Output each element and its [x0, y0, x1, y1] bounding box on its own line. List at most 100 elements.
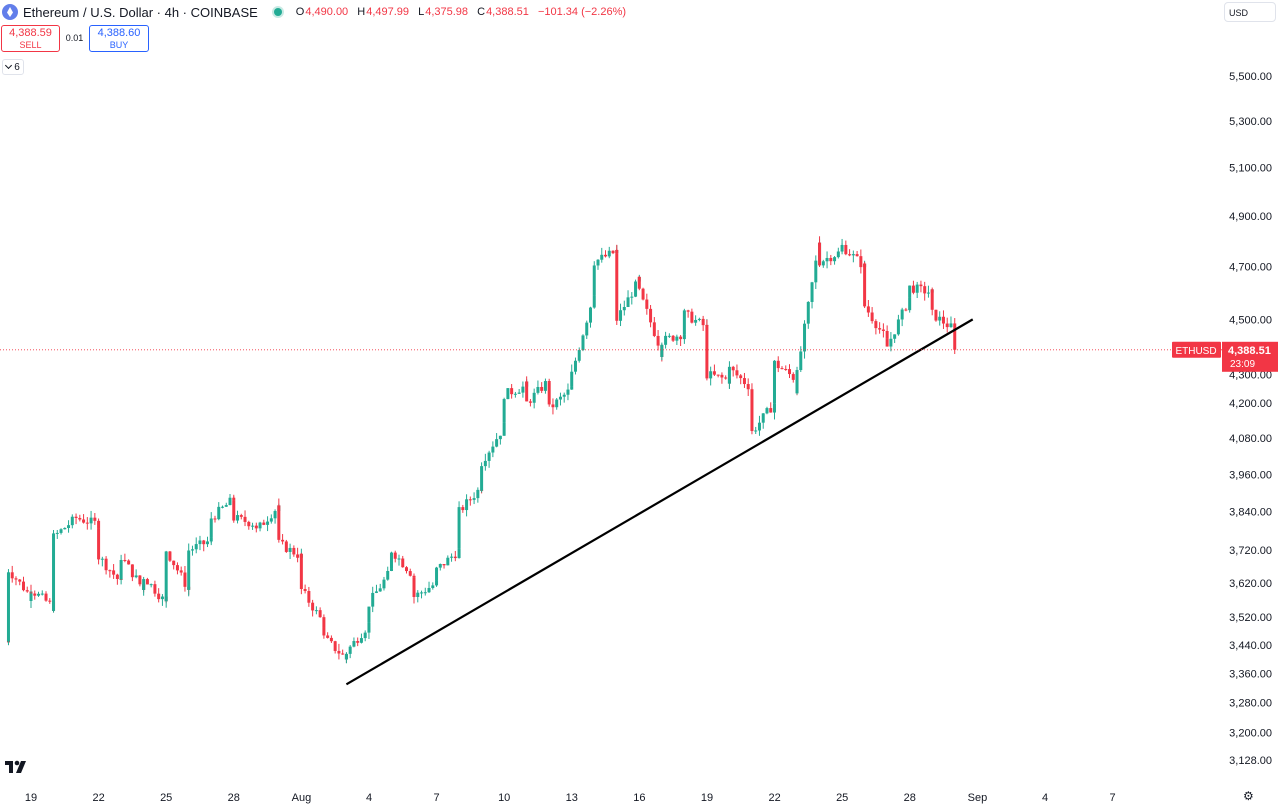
time-tick-0: 19: [25, 792, 37, 804]
symbol-title[interactable]: Ethereum / U.S. Dollar · 4h · COINBASE: [23, 4, 258, 20]
candle-body: [251, 525, 255, 527]
candle-body: [183, 572, 187, 587]
candle-body: [859, 256, 863, 268]
buy-button[interactable]: 4,388.60 BUY: [89, 25, 149, 52]
candle-body: [232, 500, 236, 521]
candle-body: [243, 516, 247, 522]
candle-body: [100, 558, 104, 560]
candle-body: [190, 549, 194, 551]
candle-body: [772, 360, 776, 404]
candle-body: [510, 388, 514, 395]
price-tick-9: 4,080.00: [1229, 433, 1272, 445]
support-trendline[interactable]: [345, 318, 974, 686]
candle-body: [889, 338, 893, 347]
candle-body: [164, 551, 168, 602]
price-tick-10: 3,960.00: [1229, 469, 1272, 481]
candle-body: [303, 589, 307, 592]
tradingview-logo-icon[interactable]: [4, 758, 32, 776]
candle-body: [558, 396, 562, 400]
candle-body: [604, 254, 608, 257]
sell-button[interactable]: 4,388.59 SELL: [1, 25, 60, 52]
currency-select[interactable]: USD: [1224, 2, 1276, 22]
close-label: C: [477, 6, 486, 18]
candle-body: [423, 592, 427, 594]
candle-body: [746, 384, 750, 390]
indicators-toggle-button[interactable]: 6: [2, 59, 24, 75]
candle-body: [588, 307, 592, 323]
candle-body: [896, 319, 900, 335]
candle-body: [386, 570, 390, 580]
price-tick-13: 3,620.00: [1229, 578, 1272, 590]
candle-body: [502, 399, 506, 423]
candle-body: [690, 311, 694, 323]
candle-body: [288, 547, 292, 552]
candle-body: [427, 587, 431, 593]
candle-body: [431, 585, 435, 588]
candle-body: [378, 588, 382, 592]
candle-body: [408, 571, 412, 576]
symbol-header: Ethereum / U.S. Dollar · 4h · COINBASE O…: [0, 0, 1220, 24]
settings-icon[interactable]: ⚙: [1243, 789, 1254, 803]
candle-body: [52, 533, 56, 611]
candle-body: [720, 374, 724, 378]
candle-body: [389, 552, 393, 569]
candle-body: [63, 527, 67, 530]
time-tick-7: 10: [498, 792, 510, 804]
candle-body: [59, 529, 63, 533]
candle-body: [682, 334, 686, 340]
candle-body: [175, 565, 179, 571]
candle-body: [757, 422, 761, 431]
candle-body: [941, 316, 945, 324]
candle-body: [536, 386, 540, 393]
candle-body: [420, 592, 424, 594]
open-value: 4,490.00: [305, 6, 349, 18]
candle-body: [735, 370, 739, 376]
candle-body: [281, 539, 285, 542]
candle-body: [810, 282, 814, 302]
candle-body: [382, 579, 386, 589]
candle-body: [528, 401, 532, 403]
candle-body: [296, 554, 300, 558]
candle-body: [78, 517, 82, 520]
candle-body: [540, 386, 544, 391]
candle-body: [622, 306, 626, 311]
candle-body: [885, 338, 889, 347]
candle-body: [712, 371, 716, 375]
symbol-tag: [1172, 341, 1221, 358]
candle-body: [194, 544, 198, 550]
candles-layer: [6, 236, 957, 664]
candle-body: [172, 560, 176, 566]
time-tick-4: Aug: [292, 792, 312, 804]
market-status-icon[interactable]: [273, 8, 282, 16]
candle-body: [284, 541, 288, 552]
price-tick-12: 3,720.00: [1229, 545, 1272, 557]
candle-body: [299, 553, 303, 590]
price-tick-7: 4,300.00: [1229, 369, 1272, 381]
candle-body: [269, 518, 273, 522]
candle-body: [55, 532, 59, 534]
candle-body: [821, 261, 825, 266]
candle-body: [337, 650, 341, 654]
ohlc-readout: O4,490.00 H4,497.99 L4,375.98 C4,388.51 …: [296, 6, 626, 18]
candle-body: [825, 257, 829, 262]
candle-body: [923, 286, 927, 294]
candle-body: [322, 627, 326, 636]
last-price-label: 4,388.51: [1228, 345, 1271, 357]
candle-body: [483, 460, 487, 467]
candle-body: [581, 335, 585, 351]
time-tick-10: 19: [701, 792, 713, 804]
price-tick-0: 5,500.00: [1229, 71, 1272, 83]
candle-body: [457, 507, 461, 549]
candle-body: [348, 646, 352, 654]
candle-body: [697, 318, 701, 320]
candle-body: [788, 369, 792, 375]
candle-body: [258, 522, 262, 529]
candle-body: [750, 389, 754, 432]
time-tick-15: 4: [1042, 792, 1048, 804]
candle-body: [397, 558, 401, 560]
candle-body: [682, 310, 686, 335]
candle-body: [851, 254, 855, 256]
time-tick-3: 28: [228, 792, 240, 804]
candle-body: [844, 244, 848, 255]
